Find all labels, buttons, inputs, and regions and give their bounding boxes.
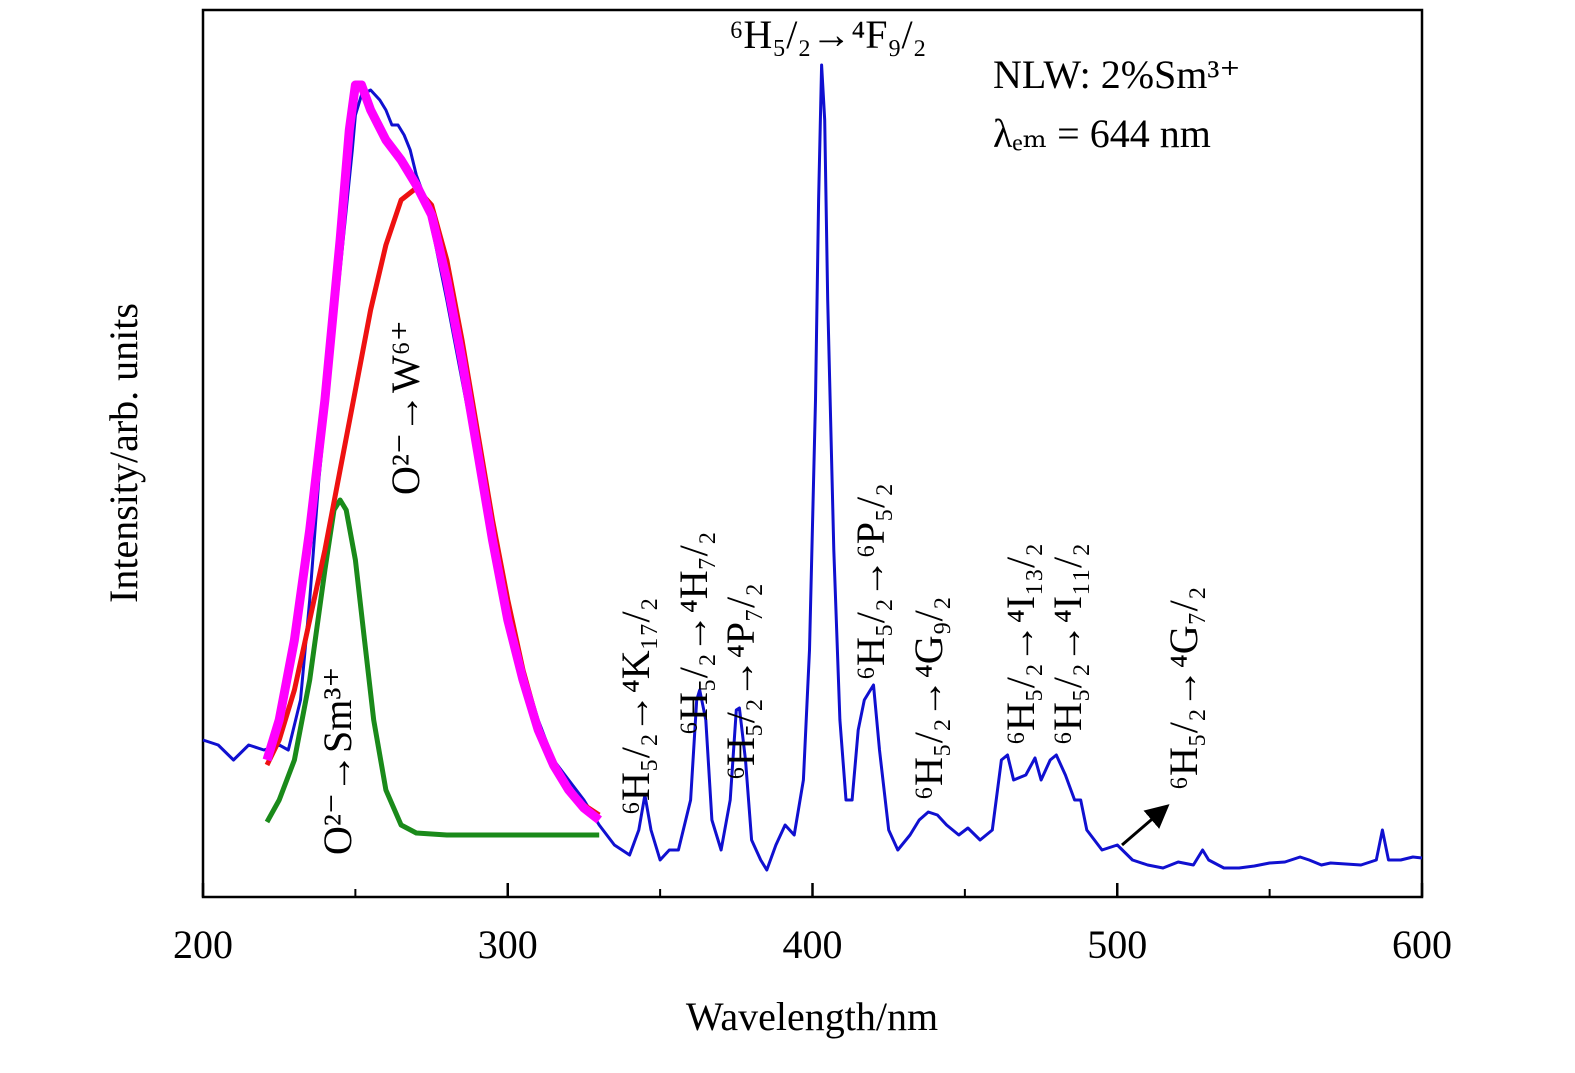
y-axis-label: Intensity/arb. units	[101, 303, 146, 603]
spectrum-line	[264, 497, 600, 838]
x-tick-label: 500	[1087, 922, 1147, 967]
spectrum-line	[202, 63, 1423, 872]
annotation: ⁶H₅/₂→⁴G₉/₂	[906, 596, 951, 800]
annotation: ⁶H₅/₂→⁴P₇/₂	[718, 583, 763, 780]
annotation: ⁶H₅/₂→⁴K₁₇/₂	[613, 597, 658, 815]
annotation: λₑₘ = 644 nm	[993, 111, 1211, 156]
x-tick-label: 400	[783, 922, 843, 967]
annotation-arrow	[1121, 804, 1170, 847]
annotation: ⁶H₅/₂→⁴G₇/₂	[1161, 586, 1206, 790]
annotation: O²⁻→W⁶⁺	[383, 320, 428, 495]
x-tick-label: 600	[1392, 922, 1452, 967]
x-tick-label: 200	[173, 922, 233, 967]
annotation: ⁶H₅/₂→⁴F₉/₂	[729, 12, 926, 57]
annotation: O²⁻→Sm³⁺	[315, 667, 360, 855]
x-axis-label: Wavelength/nm	[686, 994, 938, 1039]
annotation: ⁶H₅/₂→⁴I₁₁/₂	[1045, 543, 1090, 745]
x-tick-label: 300	[478, 922, 538, 967]
annotation: NLW: 2%Sm³⁺	[993, 52, 1241, 97]
spectrum-line	[262, 80, 602, 824]
annotation: ⁶H₅/₂→⁴I₁₃/₂	[998, 543, 1043, 745]
annotation: ⁶H₅/₂→⁶P₅/₂	[848, 483, 893, 680]
annotation: ⁶H₅/₂→⁴H₇/₂	[671, 531, 716, 735]
